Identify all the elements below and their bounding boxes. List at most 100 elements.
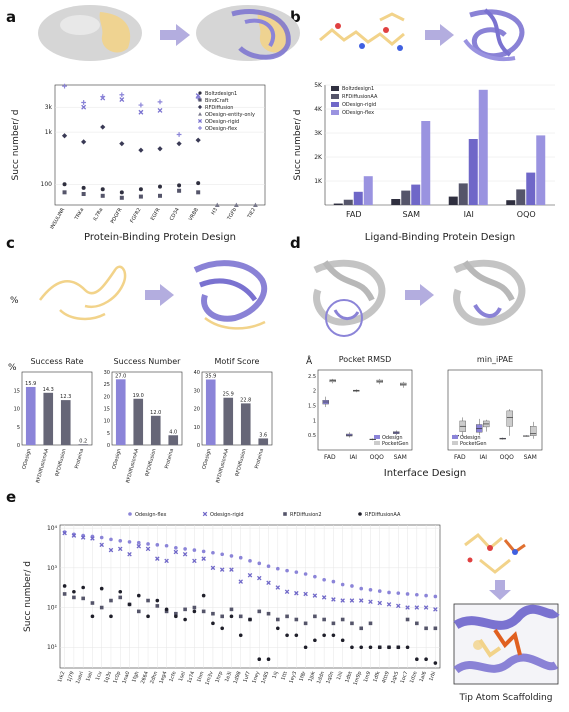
chart-e-point: [303, 621, 308, 626]
chart-e-point: [303, 645, 308, 650]
chartC1-bar: [43, 392, 54, 445]
chart-a-legend-marker: [198, 126, 202, 130]
chartC3-ytick: 0: [197, 443, 200, 449]
chart-a-legend-label: BindCraft: [205, 98, 228, 104]
chart-e-point: [164, 558, 169, 564]
chart-e-point: [340, 617, 345, 622]
arrow-icon: [405, 284, 434, 306]
chart-e-point: [183, 617, 187, 622]
chart-b-xtick: FAD: [346, 210, 362, 219]
chart-e-point: [99, 605, 104, 610]
chart-e-ylabel: Succ number/ d: [23, 561, 33, 632]
chart-e-point: [127, 602, 132, 607]
chart-e-point: [350, 621, 354, 626]
chartC2-title: Success Number: [114, 357, 182, 366]
chartC1-ylabel: %: [8, 363, 17, 373]
chartD1-ytick: 2: [313, 389, 316, 395]
panel-label-b: b: [290, 8, 301, 26]
chart-e-point: [285, 568, 289, 573]
chart-e-point: [62, 584, 67, 588]
chartC2-value-label: 19.0: [133, 393, 144, 399]
chart-e-point: [127, 540, 132, 544]
chart-e-point: [62, 592, 67, 596]
chart-a-point: [119, 97, 125, 103]
panel-label-a: a: [6, 8, 16, 26]
chartC1-bar: [60, 400, 71, 445]
chart-e-point: [127, 551, 132, 557]
chart-a-point: [138, 147, 144, 153]
chart-e-xtick: 1oc7: [400, 671, 410, 684]
chartD1-legend-swatch: [374, 435, 380, 439]
chart-b-bar: [333, 203, 343, 205]
chart-a-point: [100, 94, 106, 99]
chart-e-xtick: 1hrp: [214, 671, 224, 684]
chart-e-point: [285, 614, 289, 619]
chart-b-ytick: 5K: [314, 82, 323, 89]
chart-e-point: [71, 533, 77, 538]
chart-e-point: [257, 657, 262, 661]
chartD1-legend-label: Odesign: [382, 435, 403, 441]
chart-a-xtick: VRBB: [188, 207, 200, 222]
arrow-icon: [160, 24, 190, 46]
chart-e-point: [192, 558, 197, 564]
chart-e-point: [155, 604, 160, 608]
chart-b-xlabel: Ligand-Binding Protein Design: [365, 232, 516, 243]
chart-e-point: [192, 548, 197, 552]
chart-e-legend-label: RFDiffusionAA: [365, 512, 401, 518]
chart-e-point: [350, 645, 354, 650]
chartC1-value-label: 0.2: [79, 438, 87, 444]
chart-a-point: [81, 185, 86, 190]
chart-c-success-rate: Success Rate 0 5 10 15% 15.9 ODesign 14.3 RFDiff…: [8, 357, 93, 484]
chart-e-point: [72, 589, 76, 594]
chart-e-point: [266, 657, 271, 661]
chart-b-xtick: IAI: [464, 210, 474, 219]
chartD2-legend-label: PocketGen: [460, 441, 487, 447]
chart-e-xtick: 1ilj: [272, 671, 280, 680]
arrow-icon: [145, 284, 174, 306]
chart-e-point: [433, 626, 438, 631]
chart-e-ytick: 10³: [47, 565, 58, 572]
arrow-icon: [425, 24, 454, 46]
chart-e-xtick: 1ttt: [280, 671, 289, 682]
chart-a-point: [138, 194, 143, 199]
chartD1-xtick: OQO: [370, 454, 384, 461]
chartC3-xtick: RFDiffusionAA: [215, 447, 230, 483]
chart-b-bar: [448, 196, 458, 205]
chart-e-ytick: 10²: [47, 605, 58, 612]
chart-a-legend-label: ODesign-entity-only: [205, 112, 255, 118]
chart-e-point: [81, 596, 85, 601]
chart-e-point: [396, 591, 401, 595]
chartC2-value-label: 27.0: [115, 373, 126, 379]
chartC1-value-label: 12.3: [60, 394, 71, 400]
chartD1-ytick: 0.5: [308, 433, 316, 439]
chart-b-legend-label: RFDiffusionAA: [342, 94, 378, 100]
chart-e-xtick: 1rk2: [57, 671, 67, 684]
chart-e-xtick: 1sel: [178, 671, 187, 683]
chart-e-xtick: 1hm: [196, 671, 206, 684]
chart-e-xtick: 1na0: [121, 671, 131, 685]
chart-e-xtick: 1sel: [85, 671, 94, 683]
chart-e-point: [294, 617, 299, 622]
chart-a-legend-label: ODesign-flex: [205, 126, 237, 132]
chart-e-point: [146, 614, 150, 619]
chart-e-legend-marker: [283, 512, 287, 516]
chart-e-point: [313, 614, 317, 619]
chart-b-bar: [526, 172, 536, 205]
chart-e-point: [80, 535, 86, 540]
chart-e-point: [183, 607, 187, 612]
chart-a-point: [100, 193, 105, 198]
chartC1-value-label: 14.3: [43, 387, 54, 393]
chart-e-legend-label: Odesign-rigid: [210, 512, 244, 518]
chart-e-point: [331, 597, 336, 602]
chart-e-point: [109, 598, 113, 603]
chart-e-point: [145, 546, 151, 552]
chart-b-legend-swatch: [331, 86, 339, 91]
chart-e-point: [136, 593, 141, 598]
chart-e-point: [90, 536, 95, 541]
chart-e-point: [368, 599, 373, 605]
chart-e-point: [247, 573, 253, 578]
chart-e-point: [377, 600, 383, 606]
chart-e-xtick: 1ueri: [75, 671, 85, 685]
